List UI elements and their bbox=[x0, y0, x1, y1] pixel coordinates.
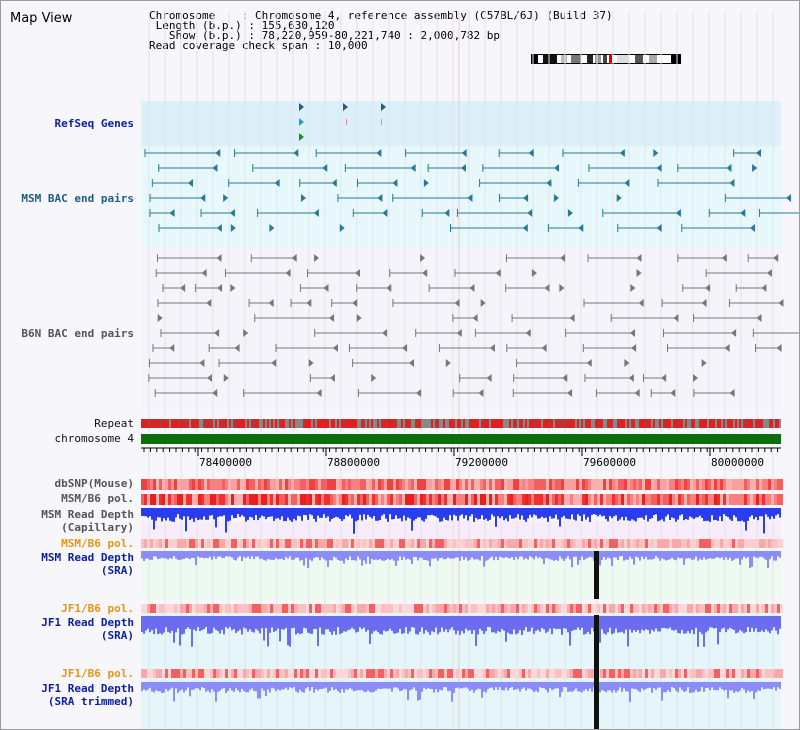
chromosome-bar bbox=[141, 434, 781, 444]
track-label-jf1-depth-trimmed-sub: (SRA trimmed) bbox=[47, 695, 134, 708]
b6n-bac-end-pairs bbox=[148, 254, 799, 397]
repeat-track bbox=[141, 419, 781, 428]
dbsnp-strip bbox=[141, 479, 783, 490]
position-axis bbox=[141, 447, 781, 456]
refseq-genes bbox=[299, 103, 386, 141]
length-value: 155,630,120 bbox=[261, 19, 335, 32]
track-label-jf1-depth-sra-sub: (SRA) bbox=[100, 629, 134, 642]
track-label-repeat: Repeat bbox=[94, 417, 134, 430]
axis-tick-label: 78800000 bbox=[327, 456, 380, 469]
coverage-key: Read coverage check span bbox=[149, 39, 308, 52]
jf1-trimmed-depth bbox=[141, 682, 781, 702]
show-key: Show (b.p.) bbox=[168, 29, 242, 42]
chromosome-value: Chromosome 4, reference assembly (C57BL/… bbox=[254, 9, 613, 22]
sra-gap-marker bbox=[594, 551, 599, 599]
track-label-jf1-depth-trimmed: JF1 Read Depth bbox=[41, 682, 134, 695]
track-label-msm-depth-sra: MSM Read Depth bbox=[41, 551, 134, 564]
msm-sra-depth bbox=[141, 551, 781, 569]
jf1-sra-depth bbox=[141, 616, 781, 647]
msm-b6-pol-strip-2 bbox=[141, 539, 783, 548]
track-label-dbsnp: dbSNP(Mouse) bbox=[54, 477, 134, 490]
track-label-b6n-bac: B6N BAC end pairs bbox=[21, 327, 134, 340]
axis-tick-label: 78400000 bbox=[199, 456, 252, 469]
jf1-gap-marker bbox=[594, 615, 599, 729]
axis-tick-label: 79600000 bbox=[583, 456, 636, 469]
track-label-msm-b6-pol: MSM/B6 pol. bbox=[61, 492, 134, 505]
refseq-track-bg bbox=[141, 101, 781, 146]
show-value: 78,220,959-80,221,740 : 2,000,782 bp bbox=[261, 29, 501, 42]
track-label-chromosome: chromosome 4 bbox=[54, 432, 134, 445]
track-label-msm-b6-pol-2: MSM/B6 pol. bbox=[61, 537, 134, 550]
msm-bac-end-pairs bbox=[144, 149, 799, 232]
msm-capillary-depth bbox=[141, 508, 781, 534]
track-label-refseq: RefSeq Genes bbox=[54, 117, 134, 130]
region-info: Chromosome : Chromosome 4, reference ass… bbox=[149, 9, 613, 52]
track-label-jf1-b6-pol: JF1/B6 pol. bbox=[61, 602, 134, 615]
capillary-track-bg bbox=[141, 521, 781, 539]
coverage-value: 10,000 bbox=[327, 39, 368, 52]
track-label-jf1-b6-pol-2: JF1/B6 pol. bbox=[61, 667, 134, 680]
track-label-msm-depth-sra-sub: (SRA) bbox=[100, 564, 134, 577]
track-label-msm-bac: MSM BAC end pairs bbox=[21, 192, 134, 205]
chromosome-ideogram-icon[interactable] bbox=[531, 54, 681, 64]
length-key: Length (b.p.) bbox=[155, 19, 242, 32]
map-title: Map View bbox=[10, 11, 73, 26]
jf1-b6-pol-strip-2 bbox=[141, 669, 783, 678]
track-label-jf1-depth-sra: JF1 Read Depth bbox=[41, 616, 134, 629]
axis-tick-label: 79200000 bbox=[455, 456, 508, 469]
chromosome-key: Chromosome bbox=[149, 9, 216, 22]
track-label-msm-depth-capillary: MSM Read Depth bbox=[41, 508, 134, 521]
msm-b6-pol-strip bbox=[141, 494, 783, 505]
axis-tick-label: 80000000 bbox=[711, 456, 764, 469]
jf1-b6-pol-strip bbox=[141, 604, 783, 613]
track-label-msm-depth-capillary-sub: (Capillary) bbox=[61, 521, 134, 534]
